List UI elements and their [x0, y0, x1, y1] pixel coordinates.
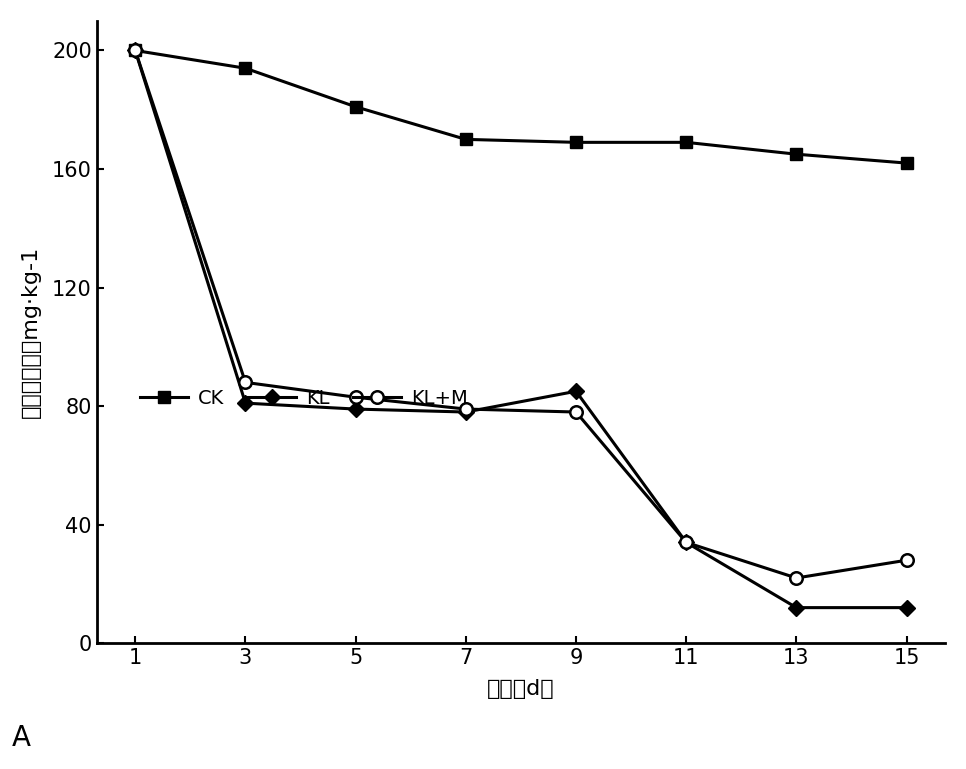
- KL: [570, 387, 582, 396]
- KL: [129, 46, 141, 55]
- KL+M: [570, 408, 582, 417]
- KL+M: [240, 378, 251, 387]
- Line: CK: CK: [129, 45, 913, 169]
- KL: [350, 404, 361, 414]
- KL+M: [460, 404, 471, 414]
- CK: [240, 64, 251, 73]
- Line: KL+M: KL+M: [129, 45, 913, 584]
- KL+M: [790, 574, 802, 583]
- CK: [460, 135, 471, 144]
- CK: [570, 138, 582, 147]
- KL: [790, 603, 802, 612]
- KL+M: [129, 46, 141, 55]
- KL+M: [901, 555, 913, 564]
- KL+M: [350, 393, 361, 402]
- KL: [680, 538, 692, 547]
- KL: [901, 603, 913, 612]
- KL+M: [680, 538, 692, 547]
- KL: [460, 408, 471, 417]
- CK: [790, 150, 802, 159]
- KL: [240, 398, 251, 408]
- Y-axis label: 污染物浓度／mg·kg-1: 污染物浓度／mg·kg-1: [21, 246, 41, 418]
- Text: A: A: [12, 724, 31, 752]
- CK: [901, 158, 913, 168]
- CK: [680, 138, 692, 147]
- Line: KL: KL: [129, 45, 912, 613]
- X-axis label: 时间（d）: 时间（d）: [487, 679, 554, 699]
- CK: [350, 102, 361, 112]
- Legend: CK, KL, KL+M: CK, KL, KL+M: [131, 381, 475, 415]
- CK: [129, 46, 141, 55]
